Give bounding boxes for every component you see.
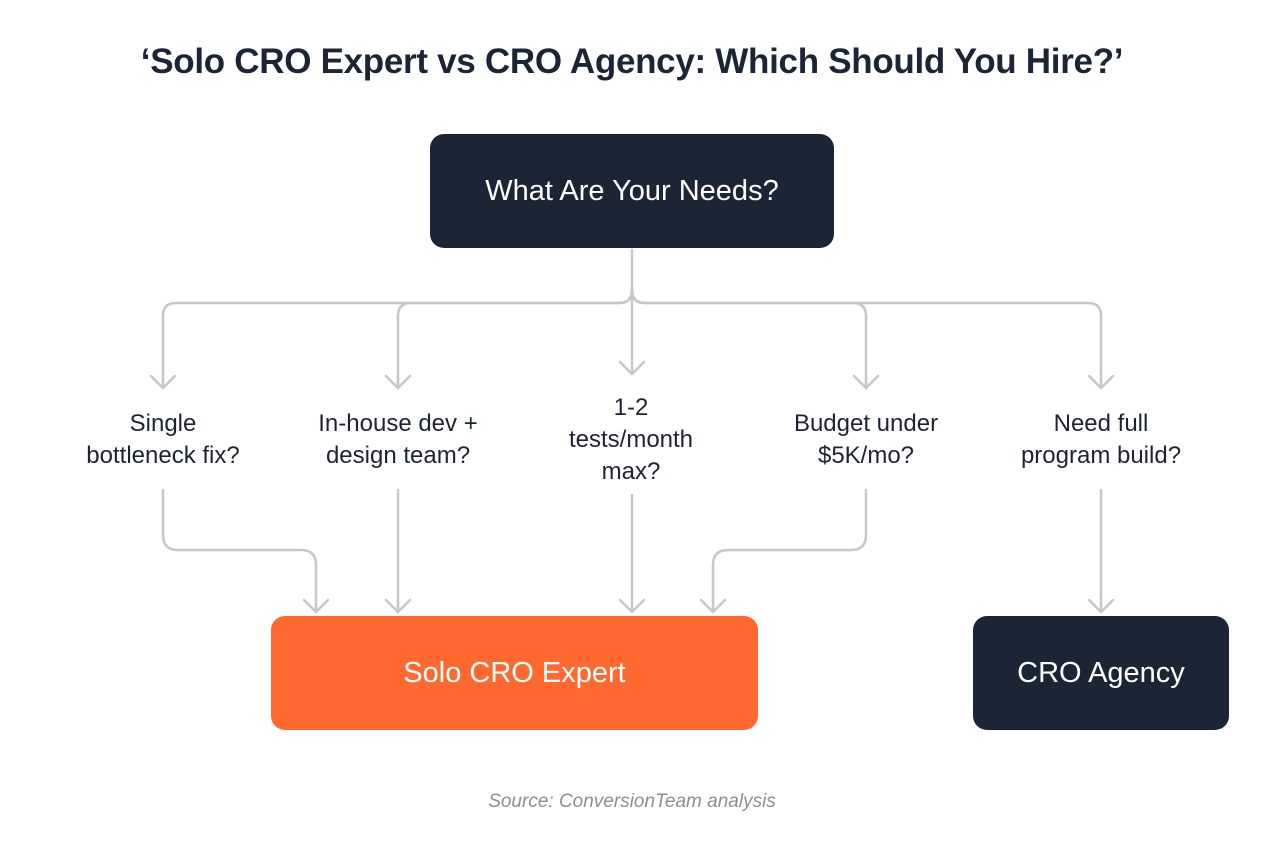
- arrowhead-solo-3: [618, 598, 646, 614]
- source-note: Source: ConversionTeam analysis: [488, 791, 776, 812]
- arrowhead-q4: [852, 374, 880, 390]
- connector-root-to-q4: [630, 288, 868, 390]
- connector-q4-to-solo: [711, 488, 868, 614]
- connector-root-to-q2: [396, 288, 634, 390]
- arrowhead-q1: [149, 374, 177, 390]
- question-tests-per-month: 1-2 tests/month max?: [568, 394, 694, 485]
- arrowhead-q2: [384, 374, 412, 390]
- diagram-title: ‘Solo CRO Expert vs CRO Agency: Which Sh…: [140, 42, 1124, 81]
- outcome-cro-agency: CRO Agency: [973, 616, 1229, 730]
- question-budget: Budget under $5K/mo?: [793, 410, 939, 469]
- arrowhead-solo-1: [302, 598, 330, 614]
- connector-root-to-q5: [630, 288, 1103, 390]
- outcome-solo-label: Solo CRO Expert: [403, 656, 626, 689]
- arrowhead-solo-2: [384, 598, 412, 614]
- outcome-solo-cro-expert: Solo CRO Expert: [271, 616, 758, 730]
- outcome-agency-label: CRO Agency: [1017, 656, 1185, 689]
- question-in-house-team: In-house dev + design team?: [318, 410, 478, 469]
- connector-q1-to-solo: [161, 488, 318, 614]
- question-full-program: Need full program build?: [1020, 410, 1182, 469]
- root-question-label: What Are Your Needs?: [485, 174, 779, 207]
- arrowhead-q5: [1087, 374, 1115, 390]
- root-question-node: What Are Your Needs?: [430, 134, 834, 248]
- arrowhead-solo-4: [699, 598, 727, 614]
- arrowhead-q3: [618, 360, 646, 376]
- arrowhead-agency: [1087, 598, 1115, 614]
- question-single-bottleneck: Single bottleneck fix?: [86, 410, 240, 469]
